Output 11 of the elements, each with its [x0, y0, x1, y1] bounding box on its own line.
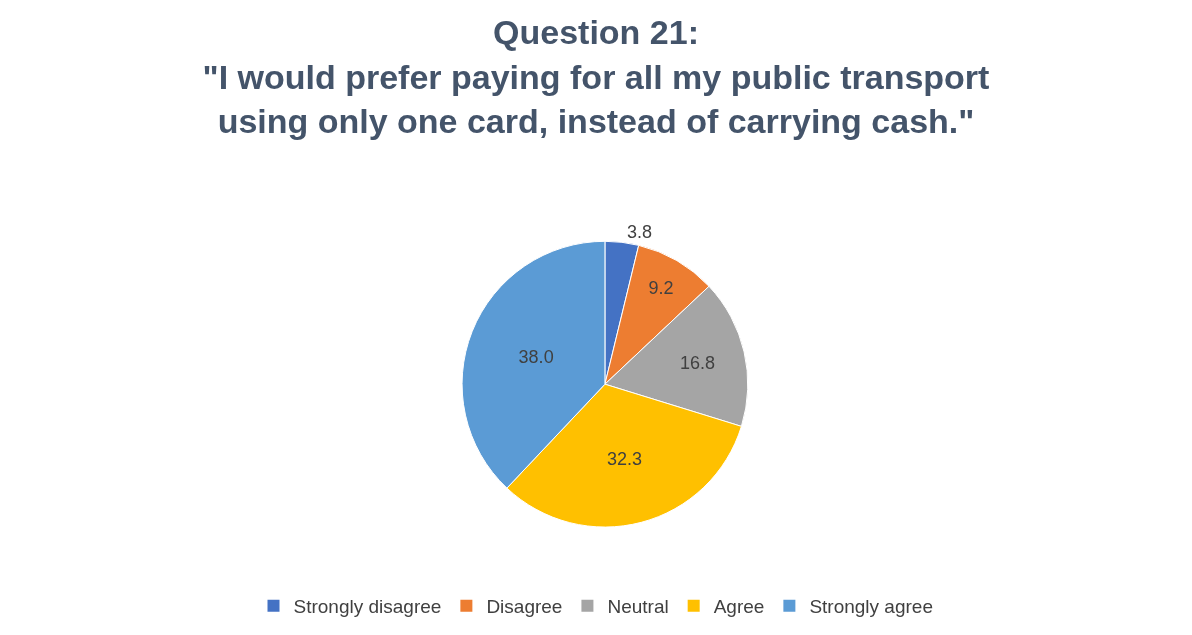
data-label: 3.8 — [626, 222, 652, 243]
chart-title: Question 21: "I would prefer paying for all my public transport using only one card, instead of carrying cash." — [202, 13, 990, 140]
data-label: 32.3 — [607, 448, 643, 469]
data-label: 16.8 — [680, 352, 716, 373]
legend-label: Strongly agree — [809, 596, 933, 618]
legend-label: Neutral — [607, 596, 669, 618]
legend-label: Strongly disagree — [293, 596, 442, 618]
legend-label: Disagree — [486, 596, 563, 618]
data-label: 38.0 — [518, 346, 554, 367]
data-label: 9.2 — [648, 278, 674, 299]
legend-label: Agree — [713, 596, 765, 618]
